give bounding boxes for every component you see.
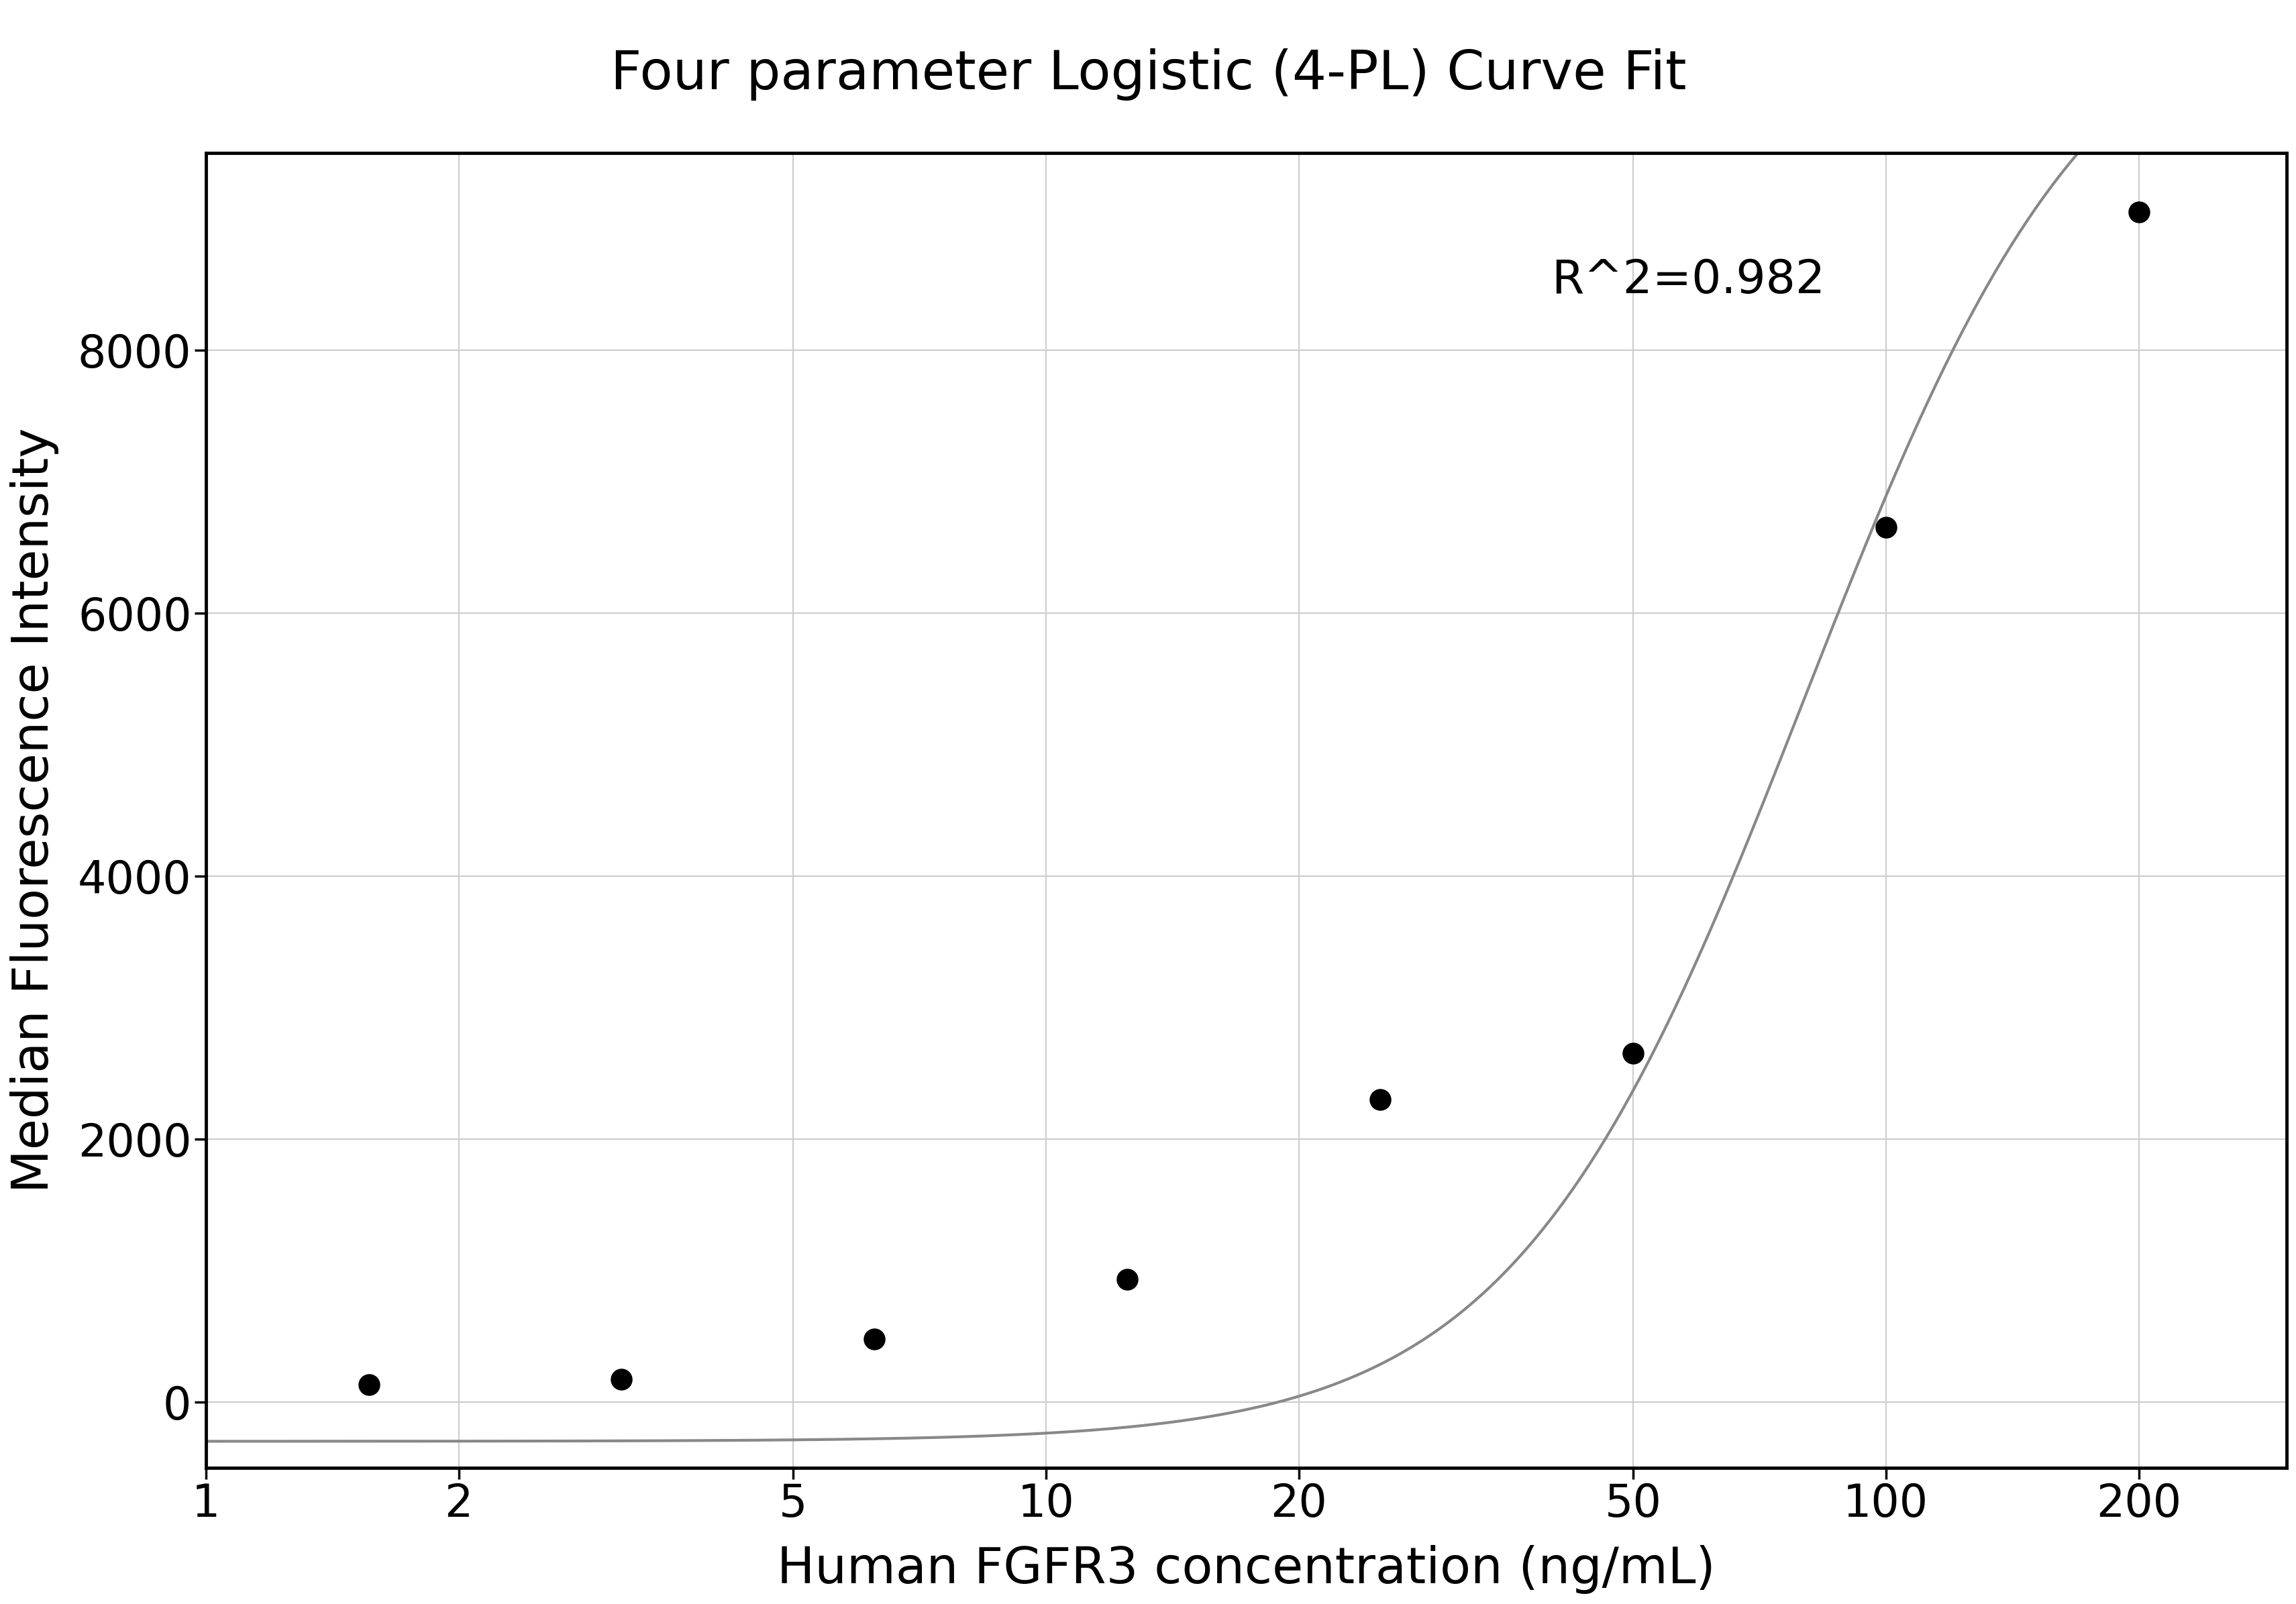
Point [1362, 1086, 1398, 1112]
Point [351, 1371, 388, 1397]
Point [604, 1367, 641, 1392]
X-axis label: Human FGFR3 concentration (ng/mL): Human FGFR3 concentration (ng/mL) [776, 1545, 1715, 1594]
Point [2119, 199, 2156, 225]
Y-axis label: Median Fluorescence Intensity: Median Fluorescence Intensity [9, 428, 60, 1193]
Point [1614, 1041, 1651, 1067]
Point [856, 1327, 893, 1352]
Point [1109, 1267, 1146, 1293]
Point [1867, 515, 1903, 541]
Text: Four parameter Logistic (4-PL) Curve Fit: Four parameter Logistic (4-PL) Curve Fit [611, 48, 1685, 101]
Text: R^2=0.982: R^2=0.982 [1552, 258, 1825, 303]
